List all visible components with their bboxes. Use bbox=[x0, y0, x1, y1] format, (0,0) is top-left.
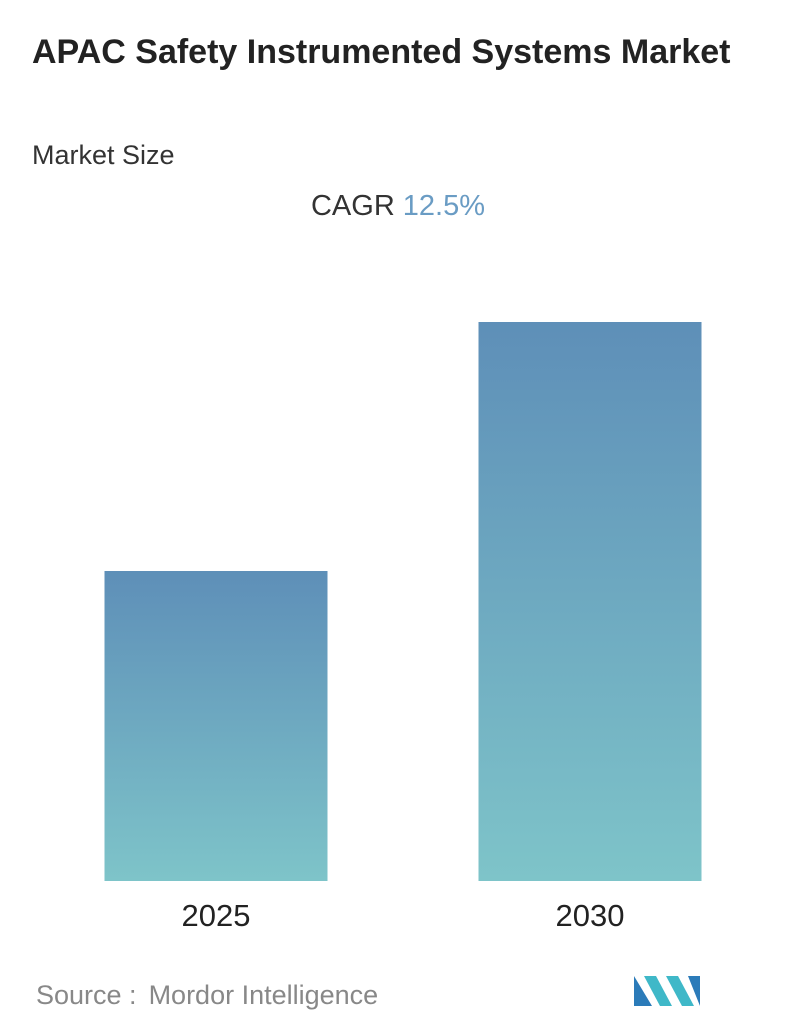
source-label: Source : bbox=[36, 980, 137, 1010]
cagr: CAGR 12.5% bbox=[0, 190, 796, 223]
chart-title: APAC Safety Instrumented Systems Market bbox=[32, 33, 731, 71]
cagr-value: 12.5% bbox=[402, 190, 486, 222]
source: Source : Mordor Intelligence bbox=[36, 980, 378, 1011]
bar bbox=[104, 571, 328, 881]
bar bbox=[478, 322, 702, 881]
chart-subtitle: Market Size bbox=[32, 140, 175, 170]
x-tick-label: 2030 bbox=[556, 898, 625, 933]
chart: 2025 2030 bbox=[104, 322, 702, 933]
cagr-label: CAGR bbox=[310, 190, 395, 222]
logo bbox=[634, 976, 700, 1006]
source-name: Mordor Intelligence bbox=[148, 980, 379, 1010]
x-tick-label: 2025 bbox=[182, 898, 251, 933]
